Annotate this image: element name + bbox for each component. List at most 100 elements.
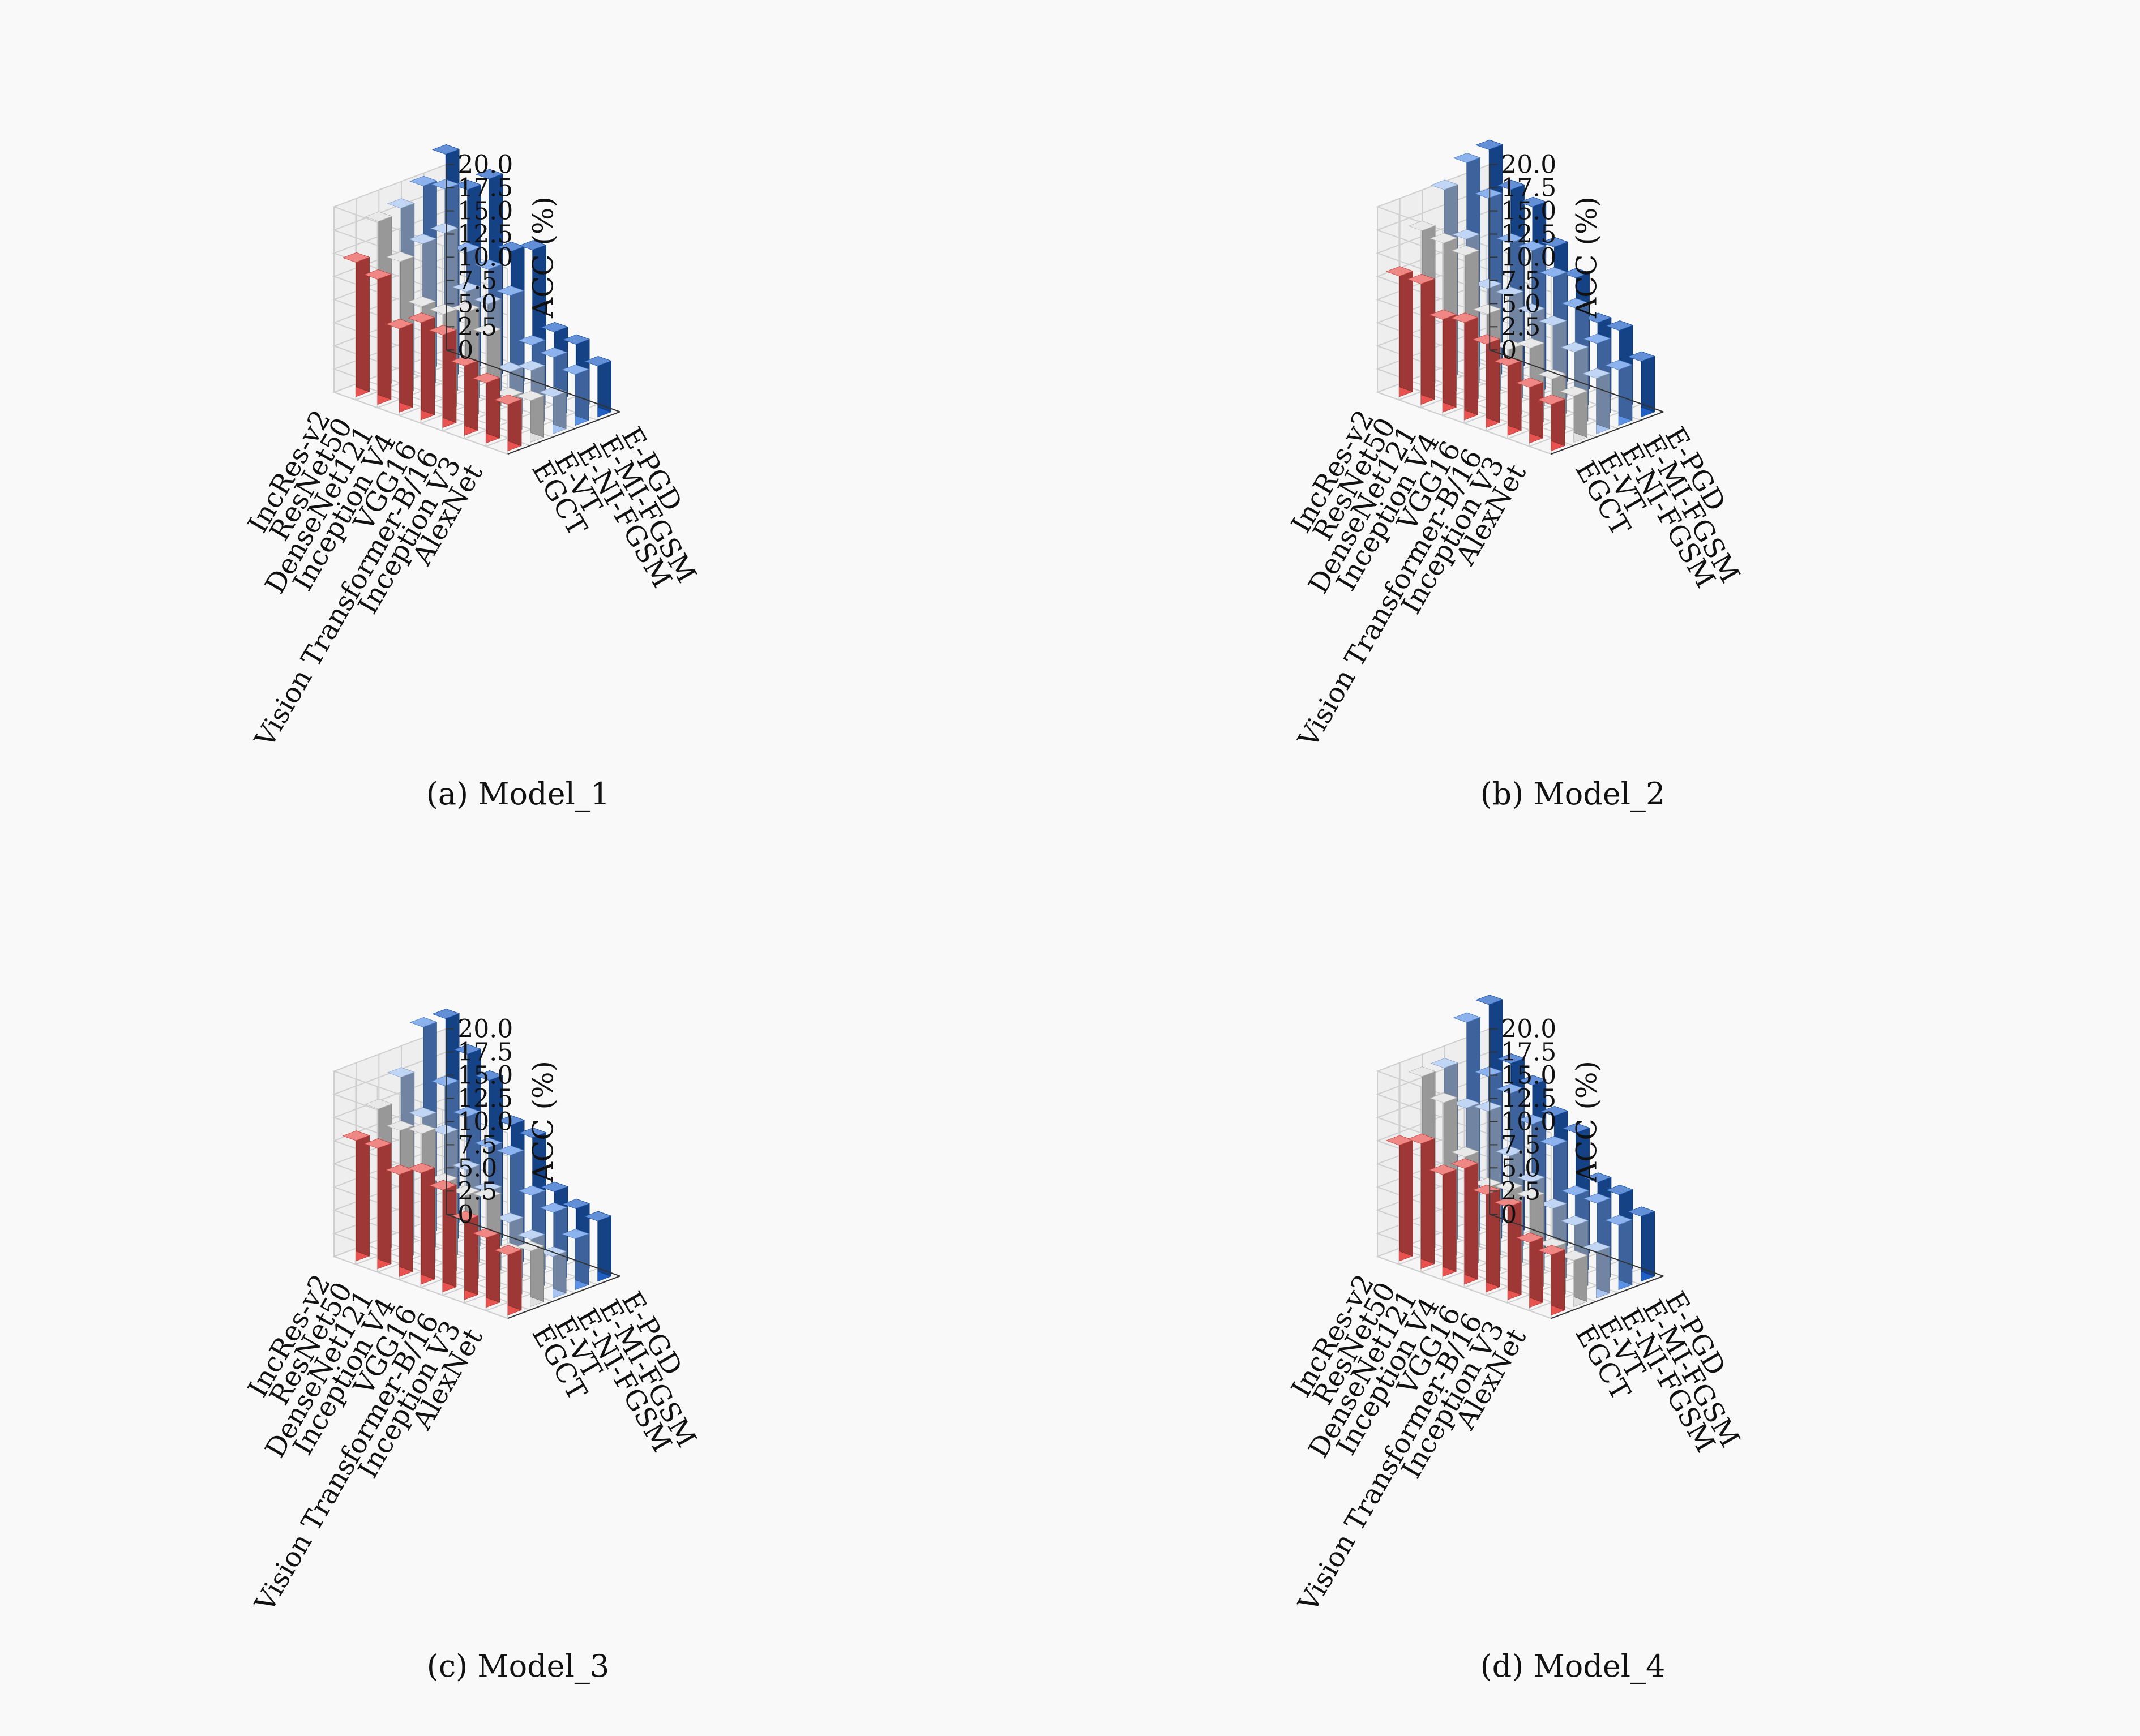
grid-line: [333, 207, 508, 455]
bar-top-face: [562, 1198, 590, 1209]
z-tick-label: 17.5: [1501, 174, 1556, 203]
bar-top-face: [495, 1212, 524, 1223]
bar-top-face: [1539, 1136, 1568, 1147]
grid-line: [333, 1071, 508, 1319]
z-tick-label: 20.0: [1501, 1015, 1556, 1044]
bar-top-face: [517, 361, 545, 371]
bar: [1450, 1158, 1479, 1285]
bar-top-face: [453, 242, 481, 253]
bar-top-face: [1408, 1066, 1436, 1077]
bar-top-face: [1583, 312, 1612, 323]
bar-top-face: [497, 1115, 525, 1126]
bar-top-face: [409, 175, 438, 186]
z-tick-label: 7.5: [457, 1130, 497, 1159]
bar-top-face: [429, 1180, 457, 1190]
bar: [1516, 1232, 1544, 1308]
bar-top-face: [453, 1044, 482, 1055]
bar-top-face: [407, 312, 435, 323]
bar-side-face: [464, 355, 478, 431]
z-tick-label: 7.5: [457, 266, 497, 295]
bar-side-face: [399, 319, 413, 408]
bar: [407, 1163, 435, 1285]
model-axis-line: [1551, 411, 1664, 455]
bar-top-face: [363, 1138, 392, 1149]
bar-top-face: [1475, 995, 1504, 1005]
bar-top-face: [1539, 267, 1568, 277]
z-tick-label: 0: [1501, 336, 1517, 365]
bar-top-face: [1582, 368, 1611, 379]
bar-top-face: [518, 1185, 546, 1196]
bar-side-face: [1443, 1164, 1457, 1272]
bar-top-face: [474, 1137, 503, 1148]
bar-top-face: [473, 324, 501, 335]
bar-side-face: [1619, 1215, 1633, 1285]
bar-top-face: [387, 1067, 415, 1078]
bar: [1627, 351, 1655, 418]
bar-side-face: [1508, 355, 1522, 431]
z-tick-label: 0: [457, 336, 473, 365]
bar: [1407, 273, 1435, 405]
bar-top-face: [1385, 266, 1414, 277]
bar-top-face: [1606, 320, 1634, 331]
bar-top-face: [584, 1211, 612, 1221]
bar-top-face: [1539, 315, 1567, 326]
bar-top-face: [1562, 268, 1590, 278]
bar: [386, 1164, 414, 1277]
z-axis-label: ACC (%): [1570, 196, 1603, 319]
bar-side-face: [1641, 1206, 1655, 1277]
z-tick-label: 15.0: [1501, 1061, 1556, 1090]
z-tick-label: 15.0: [457, 1061, 513, 1090]
bar-top-face: [561, 364, 589, 375]
bar-top-face: [1560, 342, 1589, 353]
z-tick-label: 20.0: [457, 151, 513, 179]
bar-top-face: [561, 1228, 589, 1239]
bar-top-face: [407, 1163, 435, 1173]
bar-side-face: [1421, 273, 1435, 400]
bar-top-face: [519, 1128, 547, 1138]
bar-top-face: [473, 1188, 501, 1199]
bar-top-face: [1474, 1066, 1503, 1077]
bar-top-face: [1430, 179, 1458, 190]
z-tick-label: 17.5: [457, 174, 513, 203]
bar-top-face: [363, 269, 392, 280]
bar-top-face: [1537, 394, 1565, 405]
bar-top-face: [1429, 1092, 1458, 1103]
bar: [1537, 394, 1565, 452]
bar-top-face: [1560, 386, 1588, 397]
grid-line: [1377, 1071, 1552, 1319]
bar-top-face: [342, 252, 370, 263]
z-tick-label: 15.0: [1501, 197, 1556, 226]
bar-top-face: [365, 1099, 393, 1109]
bar-top-face: [430, 1173, 458, 1184]
bar-top-face: [1583, 1172, 1612, 1183]
bar-side-face: [1464, 1158, 1478, 1280]
bar: [1494, 355, 1522, 436]
bar: [1582, 368, 1611, 435]
bar: [386, 319, 414, 413]
grid-line: [1377, 207, 1552, 455]
z-tick-label: 12.5: [457, 220, 513, 249]
bar: [1385, 1135, 1414, 1262]
bar-top-face: [562, 334, 590, 345]
z-tick-label: 10.0: [457, 243, 513, 272]
bar-side-face: [508, 1245, 522, 1311]
z-tick-label: 7.5: [1501, 266, 1540, 295]
z-tick-label: 10.0: [457, 1107, 513, 1136]
bar-side-face: [378, 269, 392, 400]
bar-top-face: [584, 355, 612, 367]
bar: [561, 364, 589, 426]
bar-top-face: [1473, 1177, 1501, 1188]
bar-top-face: [1540, 1105, 1569, 1117]
bar-top-face: [1518, 241, 1546, 251]
bar-top-face: [1407, 274, 1435, 285]
bar-top-face: [408, 296, 436, 307]
bar-top-face: [496, 285, 524, 296]
bar-top-face: [1474, 278, 1502, 289]
bar: [1450, 312, 1479, 421]
z-tick-label: 12.5: [1501, 1085, 1556, 1113]
bar-top-face: [1517, 303, 1546, 314]
bar-top-face: [1429, 309, 1457, 320]
